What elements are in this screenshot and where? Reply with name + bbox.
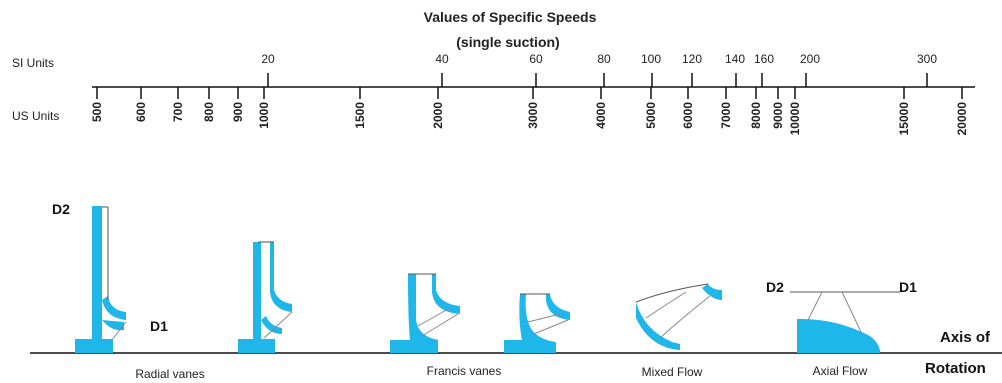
impeller-blade <box>261 316 282 334</box>
us-tick-label: 9000 <box>771 102 785 129</box>
title-line-2: (single suction) <box>456 34 559 50</box>
radial-impeller-1 <box>75 206 127 353</box>
impeller-hub <box>636 302 680 350</box>
si-ticks: 20 40 60 80 100 120 140 160 200 300 <box>261 52 937 87</box>
si-tick-label: 160 <box>754 52 774 66</box>
us-tick-label: 10000 <box>788 102 802 136</box>
mixed-flow-caption: Mixed Flow <box>642 365 703 379</box>
si-tick-label: 140 <box>725 52 745 66</box>
radial-impeller-2 <box>238 241 293 353</box>
impeller-hub <box>504 294 556 353</box>
us-tick-label: 500 <box>90 102 104 122</box>
impeller-hub <box>390 274 438 353</box>
d2-label: D2 <box>52 201 70 217</box>
francis-vanes-caption: Francis vanes <box>427 364 502 378</box>
si-units-label: SI Units <box>12 56 54 70</box>
impeller-shroud <box>432 274 460 314</box>
si-tick-label: 100 <box>641 52 661 66</box>
us-tick-label: 700 <box>171 102 185 122</box>
radial-vanes-caption: Radial vanes <box>135 367 204 381</box>
axis-of-label: Axis of <box>940 329 991 346</box>
us-tick-label: 1000 <box>257 102 271 129</box>
impeller-shroud <box>546 294 570 320</box>
us-tick-label: 5000 <box>644 102 658 129</box>
si-tick-label: 60 <box>529 52 543 66</box>
impeller-hub <box>797 318 880 353</box>
us-ticks: 500 600 700 800 900 1000 1500 2000 3000 … <box>90 87 969 135</box>
title-line-1: Values of Specific Speeds <box>424 9 597 25</box>
us-tick-label: 1500 <box>353 102 367 129</box>
us-tick-label: 600 <box>134 102 148 122</box>
d1-axial-label: D1 <box>899 279 917 295</box>
impeller-shroud <box>702 284 722 300</box>
francis-impeller-2 <box>504 293 570 353</box>
impeller-vane <box>527 313 561 323</box>
si-tick-label: 40 <box>435 52 449 66</box>
axial-flow-impeller <box>790 291 900 353</box>
si-tick-label: 120 <box>682 52 702 66</box>
impeller-vane <box>421 313 459 337</box>
d1-label: D1 <box>150 318 168 334</box>
us-tick-label: 6000 <box>681 102 695 129</box>
impeller-shroud-lip <box>102 296 126 320</box>
impeller-vane <box>263 311 293 339</box>
francis-impeller-1 <box>390 273 460 353</box>
us-tick-label: 900 <box>231 102 245 122</box>
impeller-shroud <box>270 242 292 312</box>
impeller-base <box>75 339 113 353</box>
si-tick-label: 300 <box>917 52 937 66</box>
impeller-vane <box>417 307 451 327</box>
si-tick-label: 20 <box>261 52 275 66</box>
us-tick-label: 15000 <box>897 102 911 136</box>
si-tick-label: 80 <box>597 52 611 66</box>
axial-flow-caption: Axial Flow <box>813 364 868 378</box>
impeller-hub-wall <box>253 242 261 342</box>
si-tick-label: 200 <box>800 52 820 66</box>
us-tick-label: 20000 <box>955 102 969 136</box>
impeller-vane <box>841 291 863 335</box>
impeller-vane <box>659 295 711 339</box>
d2-axial-label: D2 <box>766 279 784 295</box>
us-tick-label: 2000 <box>431 102 445 129</box>
impeller-outline <box>635 283 709 303</box>
rotation-label: Rotation <box>925 360 986 377</box>
us-units-label: US Units <box>12 109 59 123</box>
impeller-vane <box>807 291 823 321</box>
impeller-vane <box>533 319 569 335</box>
impeller-blade <box>102 320 124 331</box>
us-tick-label: 3000 <box>526 102 540 129</box>
us-tick-label: 800 <box>202 102 216 122</box>
impeller-vane <box>645 291 687 319</box>
mixed-flow-impeller <box>635 283 722 350</box>
us-tick-label: 8000 <box>749 102 763 129</box>
impeller-base <box>238 339 275 353</box>
us-tick-label: 4000 <box>594 102 608 129</box>
us-tick-label: 7000 <box>719 102 733 129</box>
impeller-vane <box>111 321 127 341</box>
impeller-hub-wall <box>92 206 102 340</box>
